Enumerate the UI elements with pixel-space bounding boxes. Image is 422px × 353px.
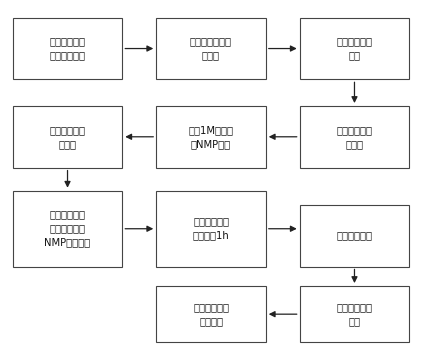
Text: 硫化钠脱水釜
水解出硫化氢: 硫化钠脱水釜 水解出硫化氢 xyxy=(49,37,86,60)
FancyBboxPatch shape xyxy=(300,205,409,267)
Text: 硫化铵稀溶液
浓缩: 硫化铵稀溶液 浓缩 xyxy=(336,37,373,60)
FancyBboxPatch shape xyxy=(300,106,409,168)
Text: 聚苯硫醚反应
体系保温1h: 聚苯硫醚反应 体系保温1h xyxy=(192,217,230,240)
FancyBboxPatch shape xyxy=(13,191,122,267)
FancyBboxPatch shape xyxy=(156,18,266,79)
FancyBboxPatch shape xyxy=(300,18,409,79)
FancyBboxPatch shape xyxy=(156,191,266,267)
Text: 硫化氢气体用氨
水吸收: 硫化氢气体用氨 水吸收 xyxy=(190,37,232,60)
FancyBboxPatch shape xyxy=(156,106,266,168)
Text: 在反应体系中
加入硫化铵的
NMP溶液反应: 在反应体系中 加入硫化铵的 NMP溶液反应 xyxy=(44,210,91,247)
Text: 配制1M硫化铵
的NMP溶液: 配制1M硫化铵 的NMP溶液 xyxy=(189,125,233,149)
Text: 计算加入合成
釜的量: 计算加入合成 釜的量 xyxy=(49,125,86,149)
FancyBboxPatch shape xyxy=(13,106,122,168)
FancyBboxPatch shape xyxy=(300,286,409,342)
FancyBboxPatch shape xyxy=(156,286,266,342)
Text: 聚苯硫醚树脂
指标检测: 聚苯硫醚树脂 指标检测 xyxy=(193,302,229,326)
Text: 硫化铵溶液减
压蒸馏: 硫化铵溶液减 压蒸馏 xyxy=(336,125,373,149)
Text: 过滤洗涤干燥: 过滤洗涤干燥 xyxy=(336,231,373,241)
FancyBboxPatch shape xyxy=(13,18,122,79)
Text: 聚苯硫醚树脂
成品: 聚苯硫醚树脂 成品 xyxy=(336,302,373,326)
